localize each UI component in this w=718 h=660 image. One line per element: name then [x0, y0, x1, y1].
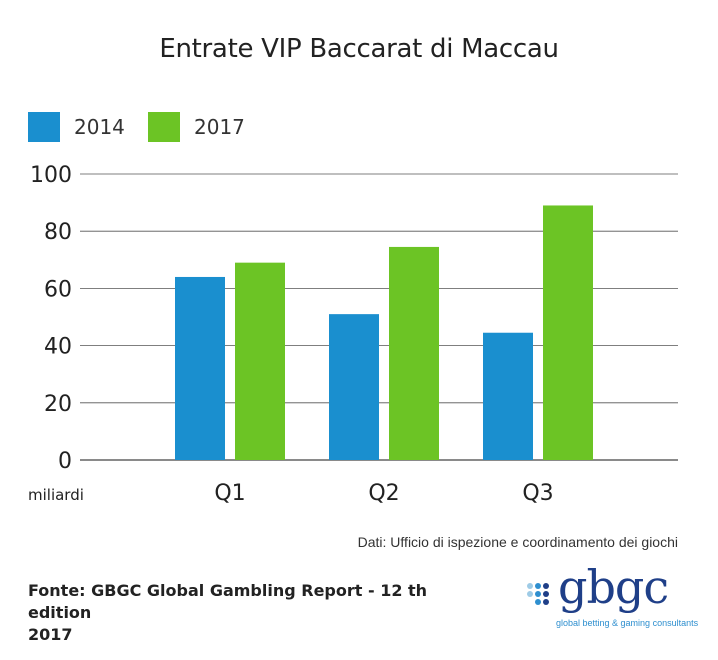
logo-dots-icon — [527, 583, 549, 605]
legend-item-2017: 2017 — [148, 112, 245, 142]
bar-q2-2014 — [329, 314, 379, 460]
y-tick-label-20: 20 — [44, 392, 72, 417]
source-credit: Fonte: GBGC Global Gambling Report - 12 … — [28, 580, 468, 646]
source-note: Dati: Ufficio di ispezione e coordinamen… — [357, 534, 678, 550]
chart-title: Entrate VIP Baccarat di Maccau — [159, 34, 559, 64]
y-tick-label-100: 100 — [30, 163, 72, 188]
y-tick-label-80: 80 — [44, 220, 72, 245]
x-tick-label-q1: Q1 — [214, 481, 245, 506]
bar-q2-2017 — [389, 246, 439, 460]
y-tick-label-40: 40 — [44, 335, 72, 360]
bar-q3-2017 — [543, 205, 593, 460]
y-unit-label: miliardi — [28, 486, 84, 504]
legend-label-2017: 2017 — [194, 115, 245, 139]
logo-wordmark: gbgc — [558, 560, 669, 614]
legend-swatch-2017 — [148, 112, 180, 142]
bar-q1-2014 — [175, 276, 225, 460]
bar-q3-2014 — [483, 332, 533, 460]
legend-label-2014: 2014 — [74, 115, 125, 139]
legend-item-2014: 2014 — [28, 112, 125, 142]
logo-tagline: global betting & gaming consultants — [556, 618, 699, 628]
x-tick-label-q2: Q2 — [368, 481, 399, 506]
y-tick-label-60: 60 — [44, 277, 72, 302]
x-tick-label-q3: Q3 — [522, 481, 553, 506]
gbgc-logo: gbgc global betting & gaming consultants — [522, 560, 698, 630]
bar-q1-2017 — [235, 262, 285, 460]
source-credit-line2: 2017 — [28, 625, 73, 644]
y-tick-label-0: 0 — [58, 449, 72, 474]
legend-swatch-2014 — [28, 112, 60, 142]
bar-chart: 0 20 40 60 80 100 miliardi Q1 Q2 Q3 — [28, 163, 678, 506]
source-credit-line1: Fonte: GBGC Global Gambling Report - 12 … — [28, 581, 428, 622]
